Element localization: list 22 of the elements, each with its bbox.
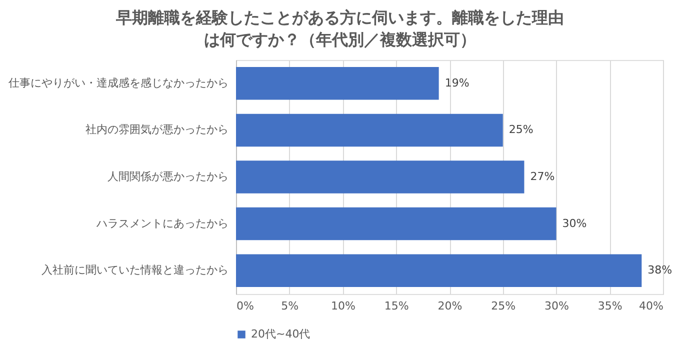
data-label: 19%	[444, 76, 470, 90]
x-tick-label: 0%	[236, 300, 254, 312]
x-tick-label: 35%	[598, 300, 622, 312]
x-tick-label: 30%	[544, 300, 569, 312]
y-tick-label: 仕事にやりがい・達成感を感じなかったから	[8, 76, 228, 90]
y-tick-label: 社内の雰囲気が悪かったから	[86, 123, 228, 136]
x-tick-label: 10%	[331, 300, 356, 312]
y-tick-label: 人間関係が悪かったから	[108, 170, 228, 183]
y-tick-label: ハラスメントにあったから	[96, 216, 228, 230]
legend-label: 20代~40代	[251, 328, 310, 340]
y-tick-label: 入社前に聞いていた情報と違ったから	[42, 264, 228, 277]
data-label: 25%	[508, 123, 534, 136]
chart-title: 早期離職を経験したことがある方に伺います。離職をした理由	[115, 8, 564, 27]
data-label: 38%	[648, 264, 672, 277]
x-tick-label: 5%	[281, 300, 299, 312]
x-tick-label: 25%	[491, 300, 516, 312]
x-tick-label: 15%	[384, 300, 409, 312]
data-label: 27%	[530, 170, 555, 183]
x-tick-label: 40%	[639, 300, 664, 312]
chart-subtitle: は何ですか？（年代別／複数選択可）	[204, 30, 476, 49]
x-tick-label: 20%	[438, 300, 462, 312]
data-label: 30%	[562, 216, 587, 230]
